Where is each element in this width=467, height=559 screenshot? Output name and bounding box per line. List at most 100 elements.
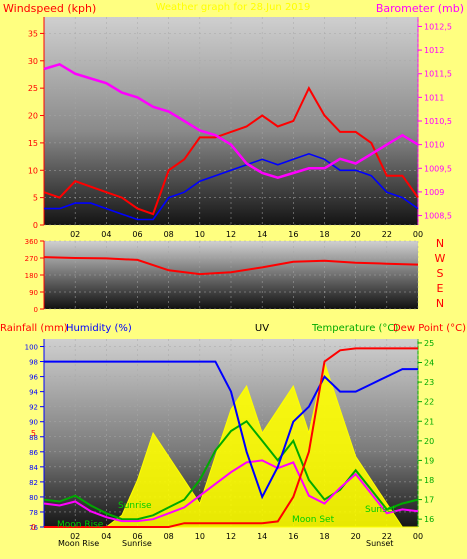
barometer-y-tick-label: 1009,5	[424, 164, 452, 173]
rain-x-tick-label: 12	[226, 532, 236, 541]
wind-x-tick-label: 04	[101, 230, 111, 239]
rain-x-tick-label: 22	[382, 532, 392, 541]
wind-direction-line	[43, 256, 419, 276]
temperature-y-tick-label: 17	[424, 496, 434, 505]
rain-x-tick-label: 14	[257, 532, 267, 541]
temperature-y-tick-label: 22	[424, 398, 434, 407]
wind-x-tick-label: 22	[382, 230, 392, 239]
wind-x-tick-label: 08	[164, 230, 174, 239]
sunrise-tick-label: Sunrise	[122, 539, 152, 548]
uv-axis-label: UV	[255, 323, 269, 334]
wind-x-tick-label: 10	[195, 230, 205, 239]
sunrise-annotation: Sunrise	[118, 501, 152, 511]
humidity-y-tick-label: 88	[29, 434, 38, 442]
humidity-y-tick-label: 94	[29, 389, 38, 397]
barometer-y-tick-label: 1008,5	[424, 212, 452, 221]
humidity-y-tick-label: 82	[29, 479, 38, 487]
wind-y-tick-label: 30	[28, 57, 38, 66]
wind-average-line	[44, 152, 419, 221]
temperature-y-tick-label: 18	[424, 476, 434, 485]
barometer-y-tick-label: 1010,5	[424, 117, 452, 126]
wind-y-tick-label: 10	[28, 166, 38, 175]
rain-x-tick-label: 10	[195, 532, 205, 541]
barometer-y-tick-label: 1011,5	[424, 70, 452, 79]
humidity-y-tick-label: 96	[29, 374, 38, 382]
barometer-y-tick-label: 1011	[424, 93, 444, 102]
wind-chart: 0 5 10 15 20 25 30 35 1008,5 1009 1009,5 1010 1010,5…	[28, 17, 452, 239]
rain-x-tick-label: 08	[164, 532, 174, 541]
moon-rise-annotation: Moon Rise	[57, 520, 104, 530]
wind-x-tick-label: 20	[351, 230, 361, 239]
graph-title: Weather graph for 28.Jun 2019	[156, 2, 311, 13]
compass-label: E	[437, 282, 444, 295]
rain-x-tick-label: 16	[288, 532, 298, 541]
direction-y-tick-label: 270	[25, 255, 38, 263]
rain-x-tick-label: 18	[319, 532, 329, 541]
humidity-axis-label: Humidity (%)	[66, 323, 132, 334]
barometer-y-tick-label: 1010	[424, 141, 444, 150]
wind-x-tick-label: 18	[319, 230, 329, 239]
wind-x-tick-label: 14	[257, 230, 267, 239]
humidity-y-tick-label: 90	[29, 419, 38, 427]
uv-area	[44, 360, 418, 528]
temperature-y-tick-label: 25	[424, 339, 434, 348]
sunset-annotation: Sunset	[365, 505, 396, 515]
rain-x-tick-label: 02	[70, 532, 80, 541]
temperature-line	[43, 419, 419, 521]
direction-y-tick-label: 360	[25, 238, 38, 246]
dewpoint-line	[43, 459, 419, 523]
rain-x-tick-label: 06	[132, 532, 142, 541]
rainfall-y-tick-label: 5	[31, 429, 36, 438]
dewpoint-axis-label: Dew Point (°C)	[393, 323, 466, 334]
wind-y-tick-label: 35	[28, 29, 38, 38]
wind-x-tick-label: 16	[288, 230, 298, 239]
humidity-y-tick-label: 80	[29, 494, 38, 502]
barometer-line	[43, 62, 419, 180]
rainfall-y-tick-label: 0	[31, 523, 36, 532]
barometer-y-tick-label: 1012	[424, 46, 444, 55]
temperature-y-tick-label: 21	[424, 417, 434, 426]
wind-x-tick-label: 02	[70, 230, 80, 239]
wind-panel	[44, 17, 418, 225]
wind-y-tick-label: 15	[28, 139, 38, 148]
temperature-y-tick-label: 19	[424, 456, 434, 465]
wind-y-tick-label: 25	[28, 84, 38, 93]
wind-x-tick-label: 06	[132, 230, 142, 239]
wind-axis-label: Windspeed (kph)	[3, 2, 96, 15]
humidity-y-tick-label: 98	[29, 359, 38, 367]
sunset-tick-label: Sunset	[366, 539, 393, 548]
direction-y-tick-label: 0	[34, 306, 38, 314]
humidity-y-tick-label: 84	[29, 464, 38, 472]
compass-label: S	[437, 267, 444, 280]
humidity-y-tick-label: 92	[29, 404, 38, 412]
compass-label: W	[435, 252, 446, 265]
temperature-axis-label: Temperature (°C)	[311, 323, 398, 334]
rainfall-line	[44, 347, 418, 528]
barometer-y-tick-label: 1012,5	[424, 22, 452, 31]
humidity-y-tick-label: 100	[25, 344, 38, 352]
direction-y-tick-label: 180	[25, 272, 38, 280]
wind-x-tick-label: 12	[226, 230, 236, 239]
humidity-y-tick-label: 86	[29, 449, 38, 457]
rain-x-tick-label: 00	[413, 532, 423, 541]
humidity-line	[44, 360, 418, 500]
moon-set-annotation: Moon Set	[292, 515, 335, 525]
windspeed-line	[43, 86, 419, 216]
wind-y-tick-label: 5	[33, 194, 38, 203]
rainfall-axis-label: Rainfall (mm)	[0, 323, 68, 334]
rain-chart: 7678808284868890929496981000516171819202…	[25, 339, 435, 541]
wind-x-tick-label: 00	[413, 230, 423, 239]
compass-label: N	[436, 297, 444, 310]
rain-x-tick-label: 20	[351, 532, 361, 541]
temperature-y-tick-label: 23	[424, 378, 434, 387]
wind-y-tick-label: 20	[28, 112, 38, 121]
barometer-y-tick-label: 1009	[424, 188, 444, 197]
temperature-y-tick-label: 20	[424, 437, 434, 446]
temperature-y-tick-label: 16	[424, 515, 434, 524]
humidity-y-tick-label: 78	[29, 509, 38, 517]
direction-y-tick-label: 90	[29, 289, 38, 297]
compass-label: N	[436, 237, 444, 250]
